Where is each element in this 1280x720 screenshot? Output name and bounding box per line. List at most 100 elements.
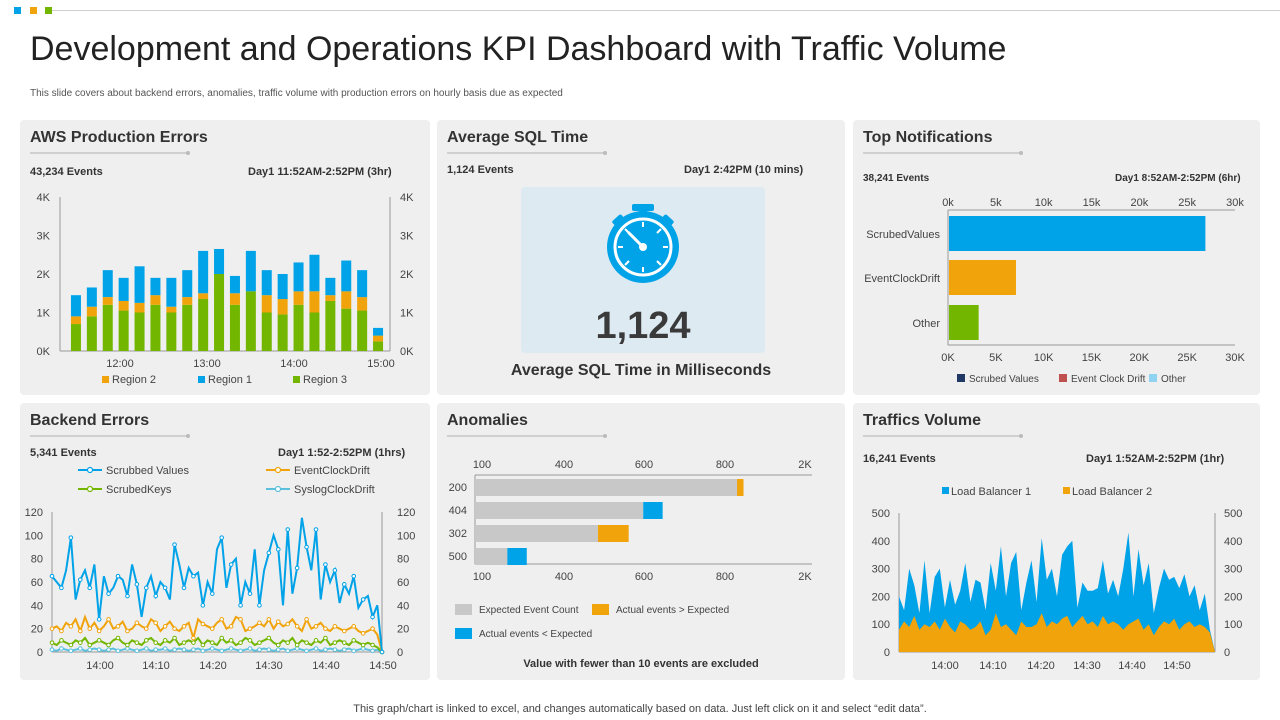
aws-bar-region-3 <box>341 308 352 351</box>
traffic-legend-swatch <box>942 487 949 494</box>
backend-point <box>351 648 357 654</box>
aws-ytick-right: 2K <box>400 269 414 281</box>
backend-point <box>209 591 215 596</box>
aws-ytick-left: 3K <box>37 231 51 243</box>
backend-ytick-right: 120 <box>397 507 415 519</box>
backend-point <box>266 550 272 556</box>
backend-point <box>304 617 309 622</box>
aws-bar-region-3 <box>70 324 81 351</box>
backend-point <box>323 635 328 641</box>
aws-bar-region-3 <box>102 304 113 351</box>
notif-top-tick: 20k <box>1130 197 1148 209</box>
anom-legend-swatch <box>455 628 472 639</box>
backend-point <box>275 547 281 552</box>
backend-point <box>351 638 357 643</box>
backend-point <box>238 603 243 608</box>
backend-ytick-right: 20 <box>397 624 409 636</box>
backend-event-count: 5,341 Events <box>30 447 97 459</box>
aws-bar-region-1 <box>118 277 129 301</box>
backend-ytick-left: 80 <box>31 554 43 566</box>
traffic-xtick: 14:40 <box>1118 660 1146 672</box>
backend-point <box>360 597 366 602</box>
backend-point <box>49 647 55 652</box>
anom-bottom-tick: 600 <box>635 571 653 583</box>
backend-point <box>59 646 64 651</box>
backend-point <box>304 640 309 645</box>
backend-point <box>266 647 272 652</box>
traffic-ytick-left: 500 <box>872 508 890 520</box>
backend-xtick: 14:00 <box>86 660 114 672</box>
backend-point <box>209 640 215 645</box>
backend-point <box>143 585 149 591</box>
aws-bar-region-1 <box>134 266 145 303</box>
backend-xtick: 14:20 <box>199 660 227 672</box>
notif-bottom-tick: 5K <box>989 352 1003 364</box>
backend-point <box>115 648 121 654</box>
backend-point <box>228 646 234 651</box>
backend-point <box>68 535 74 540</box>
notif-legend-label: Other <box>1161 374 1187 385</box>
backend-point <box>153 647 159 652</box>
aws-bar-region-3 <box>357 310 368 351</box>
backend-title: Backend Errors <box>30 412 150 429</box>
aws-bar-region-3 <box>261 312 272 351</box>
notif-top-tick: 10k <box>1035 197 1053 209</box>
traffic-ytick-right: 400 <box>1224 536 1242 548</box>
backend-point <box>370 626 375 631</box>
aws-bar-region-2 <box>293 291 304 305</box>
backend-point <box>77 577 83 582</box>
aws-legend-label: Region 2 <box>112 374 156 386</box>
notif-legend-label: Event Clock Drift <box>1071 374 1146 385</box>
anom-legend-swatch <box>592 604 609 615</box>
backend-point <box>68 648 74 654</box>
aws-bar-region-1 <box>373 327 384 336</box>
backend-point <box>370 648 375 654</box>
aws-bar-region-3 <box>373 341 384 351</box>
anom-bar-2 <box>507 548 527 565</box>
anom-bar-0 <box>475 525 598 542</box>
aws-bar-region-2 <box>341 291 352 309</box>
backend-point <box>162 646 168 651</box>
aws-bar-region-2 <box>134 302 145 313</box>
traffic-time-range: Day1 1:52AM-2:52PM (1hr) <box>1086 453 1225 465</box>
anom-bottom-tick: 400 <box>555 571 573 583</box>
notif-category-label: EventClockDrift <box>864 273 940 285</box>
backend-legend-marker <box>86 466 94 474</box>
anom-bottom-tick: 800 <box>716 571 734 583</box>
backend-point <box>275 642 281 648</box>
backend-ytick-right: 100 <box>397 530 415 542</box>
stopwatch-icon <box>607 204 679 283</box>
accent-dot-orange <box>30 7 37 14</box>
aws-bar-region-1 <box>166 277 177 307</box>
backend-point <box>285 527 291 532</box>
aws-bar-region-2 <box>373 335 384 342</box>
sql-event-count: 1,124 Events <box>447 164 514 176</box>
backend-point <box>49 626 55 631</box>
aws-bar-region-1 <box>182 270 193 298</box>
backend-point <box>257 640 262 645</box>
backend-ytick-left: 20 <box>31 624 43 636</box>
anom-panel: Anomalies 100 100 400 400 600 600 800 800 2K 2K 20… <box>437 403 845 680</box>
aws-bar-region-1 <box>341 260 352 292</box>
backend-point <box>87 642 93 648</box>
backend-point <box>275 647 281 652</box>
backend-point <box>125 628 130 634</box>
backend-ytick-right: 80 <box>397 554 409 566</box>
backend-point <box>341 647 347 652</box>
aws-bar-region-3 <box>293 304 304 351</box>
accent-dot-green <box>45 7 52 14</box>
backend-point <box>257 603 262 608</box>
aws-bar-region-2 <box>309 291 320 313</box>
anom-category-label: 200 <box>449 482 467 494</box>
traffic-xtick: 14:30 <box>1073 660 1101 672</box>
notif-panel: Top Notifications 38,241 Events Day1 8:5… <box>853 120 1260 395</box>
aws-bar-region-2 <box>70 316 81 325</box>
backend-point <box>125 593 130 599</box>
backend-point <box>209 626 215 631</box>
backend-point <box>181 624 187 629</box>
aws-bar-region-3 <box>86 316 97 351</box>
aws-bar-region-2 <box>118 300 129 311</box>
backend-point <box>77 628 83 634</box>
backend-point <box>106 642 111 648</box>
backend-point <box>294 624 300 629</box>
